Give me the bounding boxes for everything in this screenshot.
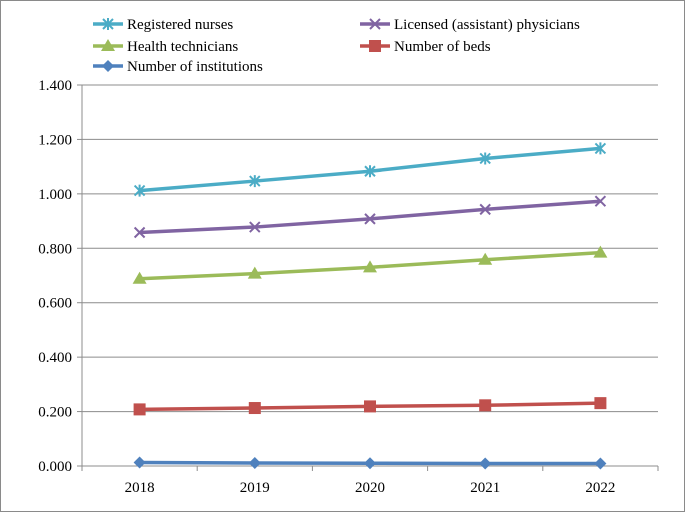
legend-marker [102, 60, 114, 72]
gridlines [82, 84, 658, 413]
y-tick-label: 0.200 [38, 405, 72, 421]
legend-label: Number of institutions [127, 59, 263, 75]
legend-item: Registered nurses [93, 17, 233, 33]
data-point [249, 221, 261, 233]
series-licensed-assistant-physicians [133, 195, 607, 239]
data-point [479, 399, 492, 412]
data-point [247, 266, 262, 279]
series-registered-nurses [133, 142, 607, 197]
data-point [364, 457, 376, 470]
x-tick-label: 2018 [125, 480, 155, 496]
x-tick-label: 2021 [470, 480, 500, 496]
series-number-of-beds [133, 397, 607, 416]
data-point [479, 152, 491, 165]
data-point [593, 245, 608, 258]
series-health-technicians [132, 245, 608, 284]
legend-label: Registered nurses [127, 17, 233, 33]
legend: Registered nurses Licensed (assistant) ph… [93, 17, 580, 75]
data-point [594, 457, 607, 470]
y-tick-label: 0.000 [38, 459, 72, 475]
series-line [139, 199, 601, 235]
data-point [594, 195, 607, 207]
legend-item: Licensed (assistant) physicians [360, 17, 580, 33]
y-tick-label: 0.400 [38, 350, 72, 366]
series-number-of-institutions [133, 456, 607, 470]
series-group [132, 142, 608, 470]
data-point [364, 400, 376, 413]
data-point [132, 271, 147, 284]
y-tick-label: 0.800 [38, 241, 72, 257]
x-tick-label: 2022 [585, 480, 615, 496]
legend-item: Health technicians [93, 39, 238, 55]
data-point [133, 456, 146, 469]
data-point [248, 457, 261, 470]
data-point [594, 142, 607, 155]
x-tick-label: 2020 [355, 480, 385, 496]
legend-item: Number of beds [360, 39, 491, 55]
legend-label: Health technicians [127, 39, 238, 55]
data-point [248, 402, 261, 415]
data-point [133, 226, 146, 239]
y-tick-label: 0.600 [38, 296, 72, 312]
y-tick-label: 1.000 [38, 187, 72, 203]
x-tick-label: 2019 [240, 480, 270, 496]
legend-marker [369, 18, 381, 30]
data-point [133, 403, 146, 416]
data-point [363, 260, 377, 273]
legend-marker [102, 18, 114, 30]
data-point [594, 397, 607, 410]
legend-item: Number of institutions [93, 59, 263, 75]
x-axis-ticks: 2018 2019 2020 2021 2022 [125, 480, 616, 496]
legend-label: Licensed (assistant) physicians [394, 17, 580, 33]
y-tick-label: 1.200 [38, 132, 72, 148]
y-axis-ticks: 0.000 0.200 0.400 0.600 0.800 1.000 1.200 1.400 [38, 78, 72, 475]
legend-marker [101, 39, 115, 51]
y-tick-label: 1.400 [38, 78, 72, 94]
legend-label: Number of beds [394, 39, 491, 55]
data-point [133, 184, 146, 197]
data-point [364, 165, 376, 178]
data-point [479, 203, 491, 216]
data-point [479, 457, 492, 470]
data-point [249, 175, 261, 188]
legend-marker [369, 40, 381, 52]
data-point [364, 213, 376, 225]
data-point [478, 252, 493, 265]
